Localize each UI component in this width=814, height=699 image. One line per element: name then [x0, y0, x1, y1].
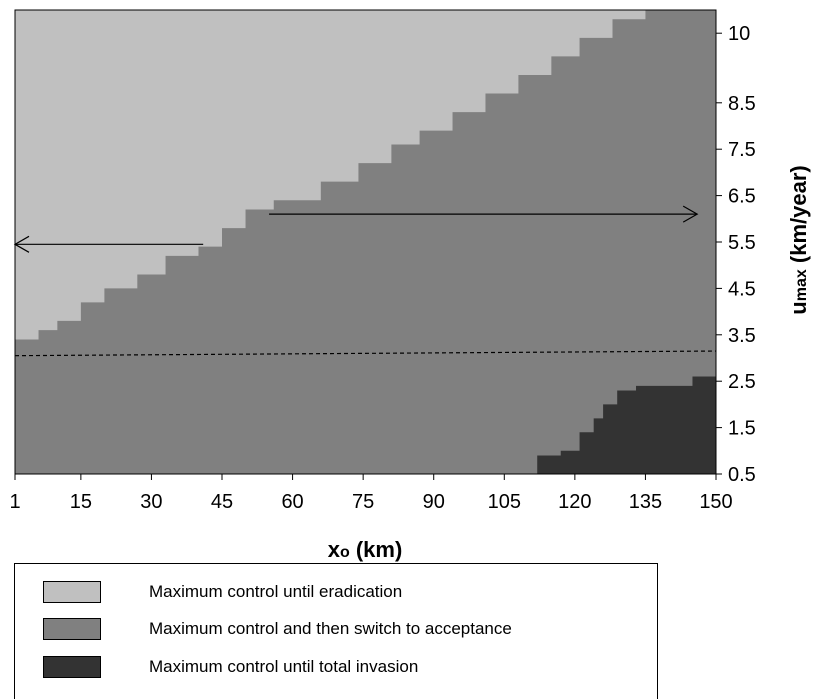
y-tick-label: 10 [728, 23, 750, 45]
x-tick-label: 135 [629, 491, 662, 513]
y-tick-label: 0.5 [728, 464, 756, 486]
y-tick-label: 2.5 [728, 371, 756, 393]
x-tick-label: 30 [140, 491, 162, 513]
y-tick-label: 4.5 [728, 278, 756, 300]
legend-label-eradication: Maximum control until eradication [149, 582, 403, 601]
x-axis: 1 15 30 45 60 75 90 105 120 135 150 [9, 474, 733, 513]
x-tick-label: 45 [211, 491, 233, 513]
y-tick-label: 8.5 [728, 93, 756, 115]
x-axis-title: xo (km) [328, 537, 403, 562]
legend: Maximum control until eradication Maximu… [14, 563, 658, 699]
plot-area [13, 9, 717, 475]
arrow-right [269, 205, 699, 223]
legend-label-acceptance: Maximum control and then switch to accep… [149, 619, 512, 638]
y-tick-label: 6.5 [728, 186, 756, 208]
reference-dashed-line [14, 350, 717, 357]
legend-swatch-invasion [43, 656, 101, 678]
y-tick-label: 5.5 [728, 232, 756, 254]
y-tick-label: 1.5 [728, 418, 756, 440]
region-eradication [15, 10, 646, 358]
y-axis: 0.5 1.5 2.5 3.5 4.5 5.5 6.5 7.5 8.5 10 [716, 23, 756, 486]
x-tick-label: 75 [352, 491, 374, 513]
y-tick-label: 7.5 [728, 139, 756, 161]
x-tick-label: 1 [9, 491, 20, 513]
chart: 1 15 30 45 60 75 90 105 120 135 150 0.5 1.5 2.5 3.5 4.… [9, 9, 811, 562]
x-tick-label: 60 [281, 491, 303, 513]
x-tick-label: 150 [699, 491, 732, 513]
y-tick-label: 3.5 [728, 325, 756, 347]
y-axis-title: umax (km/year) [786, 165, 811, 314]
x-tick-label: 15 [70, 491, 92, 513]
legend-swatch-eradication [43, 581, 101, 603]
x-tick-label: 90 [423, 491, 445, 513]
region-invasion [537, 376, 716, 474]
legend-label-invasion: Maximum control until total invasion [149, 657, 419, 676]
x-tick-label: 120 [558, 491, 591, 513]
x-tick-label: 105 [488, 491, 521, 513]
legend-swatch-acceptance [43, 618, 101, 640]
